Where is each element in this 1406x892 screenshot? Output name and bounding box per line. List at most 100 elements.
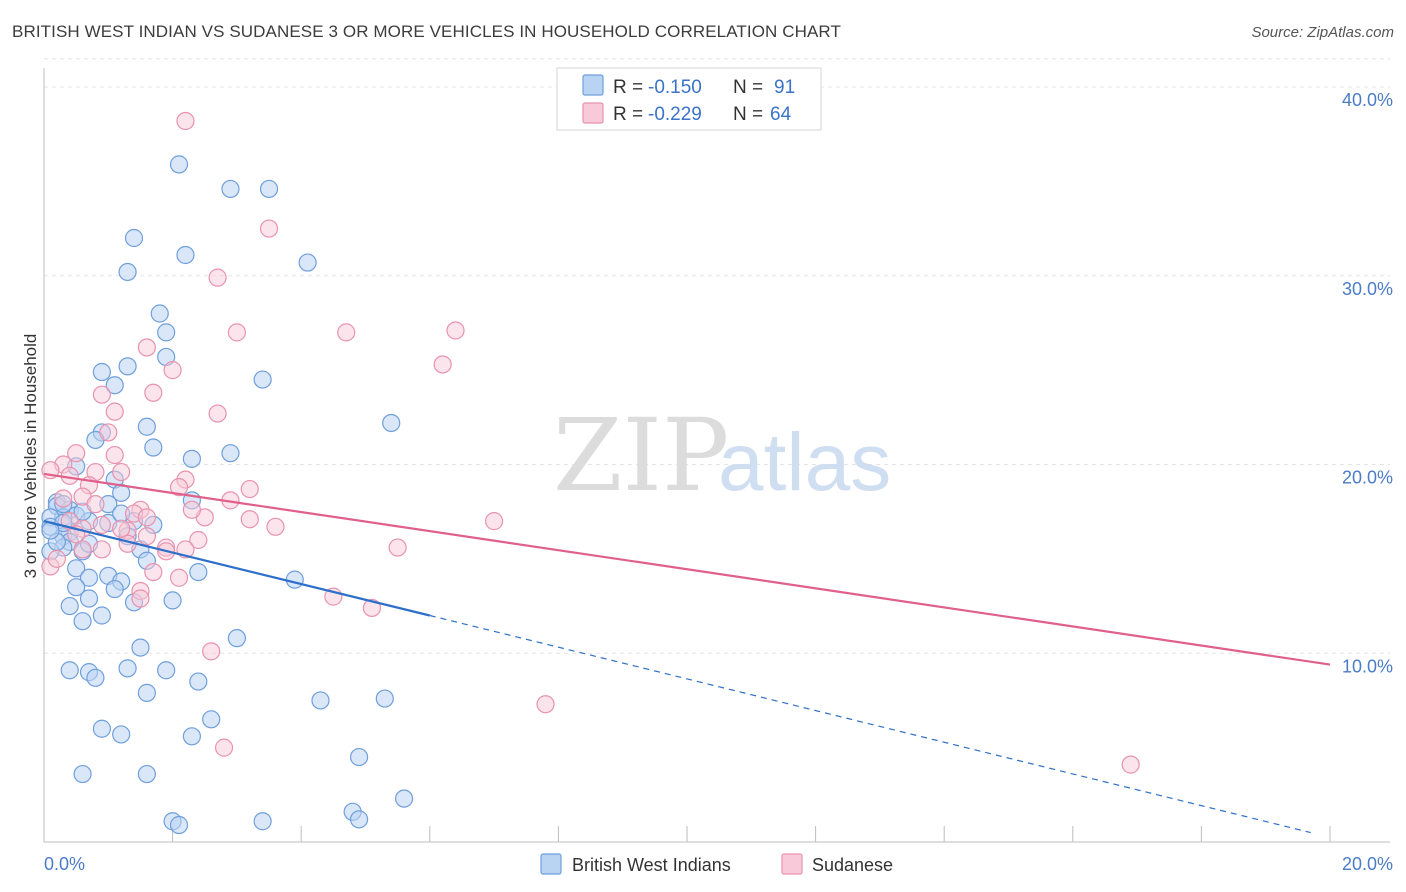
point-bwi-12 — [92, 362, 111, 382]
point-bwi-66 — [86, 668, 105, 687]
y-tick-label-3: 40.0% — [1342, 90, 1393, 110]
axes — [43, 68, 1390, 843]
point-sudanese-9 — [144, 383, 163, 402]
trend-line-bwi — [43, 520, 431, 617]
point-bwi-83 — [349, 810, 369, 829]
point-bwi-69 — [311, 691, 330, 710]
point-sudanese-59 — [112, 519, 131, 538]
point-bwi-47 — [67, 559, 86, 578]
point-bwi-58 — [92, 606, 111, 625]
point-sudanese-7 — [433, 355, 452, 374]
legend-swatch-pink — [582, 102, 604, 124]
series-sudanese — [41, 111, 1140, 774]
point-sudanese-49 — [169, 568, 189, 587]
legend-swatch-blue — [582, 74, 604, 96]
point-bwi-48 — [79, 568, 99, 587]
point-bwi-0 — [169, 155, 189, 174]
bottom-legend-swatch-pink — [781, 853, 803, 875]
point-sudanese-48 — [144, 562, 163, 582]
bottom-legend-label-1: Sudanese — [812, 855, 893, 875]
point-bwi-53 — [285, 570, 304, 589]
point-bwi-71 — [202, 710, 221, 729]
watermark-zip: ZIP — [553, 397, 729, 514]
point-bwi-59 — [73, 612, 92, 631]
y-tick-label-2: 30.0% — [1342, 279, 1393, 299]
point-sudanese-35 — [266, 517, 285, 536]
point-sudanese-54 — [202, 642, 221, 661]
point-sudanese-14 — [67, 444, 86, 463]
point-sudanese-61 — [137, 508, 156, 527]
point-sudanese-24 — [240, 479, 259, 499]
source-credit: Source: ZipAtlas.com — [1251, 24, 1394, 41]
point-sudanese-3 — [227, 323, 246, 342]
legend-n-value-0: 91 — [774, 77, 795, 98]
point-sudanese-23 — [169, 478, 189, 497]
point-bwi-73 — [112, 725, 131, 744]
point-sudanese-8 — [163, 361, 182, 380]
point-sudanese-53 — [362, 598, 382, 618]
point-sudanese-58 — [47, 549, 66, 568]
point-bwi-1 — [221, 179, 240, 199]
y-tick-label-1: 20.0% — [1342, 468, 1393, 488]
point-bwi-52 — [67, 578, 86, 597]
point-bwi-72 — [92, 719, 111, 738]
point-bwi-65 — [157, 661, 176, 680]
x-tick-label-0: 0.0% — [44, 854, 85, 874]
point-sudanese-13 — [99, 423, 118, 442]
point-bwi-11 — [118, 357, 137, 376]
point-bwi-61 — [131, 638, 150, 657]
point-bwi-19 — [221, 444, 240, 463]
point-bwi-67 — [189, 672, 208, 691]
point-bwi-18 — [144, 438, 163, 457]
point-sudanese-39 — [189, 530, 208, 550]
point-bwi-64 — [118, 659, 137, 678]
point-bwi-14 — [382, 413, 401, 433]
point-sudanese-4 — [337, 323, 356, 342]
watermark-atlas: atlas — [718, 417, 891, 508]
y-tick-labels: 10.0% 20.0% 30.0% 40.0% — [1342, 90, 1393, 676]
bottom-legend-label-0: British West Indians — [572, 855, 731, 875]
point-bwi-70 — [375, 689, 394, 708]
trend-lines — [43, 472, 1331, 834]
point-bwi-76 — [73, 764, 92, 784]
y-axis-label: 3 or more Vehicles in Household — [21, 334, 40, 579]
point-bwi-15 — [137, 417, 156, 436]
y-tick-label-0: 10.0% — [1342, 656, 1393, 676]
trend-line-sudanese — [43, 472, 1331, 666]
point-bwi-62 — [60, 661, 79, 680]
point-sudanese-11 — [105, 402, 124, 421]
point-bwi-82 — [253, 812, 272, 831]
bottom-legend: British West Indians Sudanese — [540, 853, 893, 875]
point-sudanese-15 — [105, 445, 124, 465]
bottom-legend-swatch-blue — [540, 853, 562, 875]
point-bwi-10 — [253, 370, 272, 389]
point-sudanese-42 — [388, 538, 407, 557]
point-sudanese-10 — [92, 385, 111, 404]
watermark: ZIP atlas — [553, 397, 891, 514]
point-sudanese-60 — [86, 495, 105, 514]
x-tick-label-1: 20.0% — [1342, 854, 1393, 874]
point-bwi-13 — [105, 376, 124, 395]
point-bwi-75 — [349, 747, 369, 767]
legend-n-label-0: N = — [733, 77, 763, 98]
point-bwi-3 — [124, 228, 144, 248]
trend-line-bwi-extension — [429, 614, 1311, 834]
point-sudanese-32 — [92, 515, 111, 535]
legend-n-value-1: 64 — [770, 104, 792, 125]
point-bwi-77 — [137, 764, 156, 784]
grid-lines — [44, 58, 1390, 654]
point-sudanese-30 — [240, 510, 259, 529]
point-bwi-5 — [298, 253, 317, 272]
point-sudanese-0 — [176, 111, 195, 131]
point-bwi-46 — [189, 562, 208, 582]
point-bwi-78 — [394, 789, 414, 808]
point-sudanese-63 — [182, 500, 201, 519]
point-sudanese-62 — [54, 489, 73, 508]
point-sudanese-38 — [137, 527, 156, 546]
point-sudanese-51 — [131, 589, 150, 608]
point-bwi-74 — [182, 727, 201, 746]
point-bwi-51 — [105, 579, 124, 599]
point-bwi-68 — [137, 683, 156, 702]
point-sudanese-2 — [208, 268, 227, 287]
